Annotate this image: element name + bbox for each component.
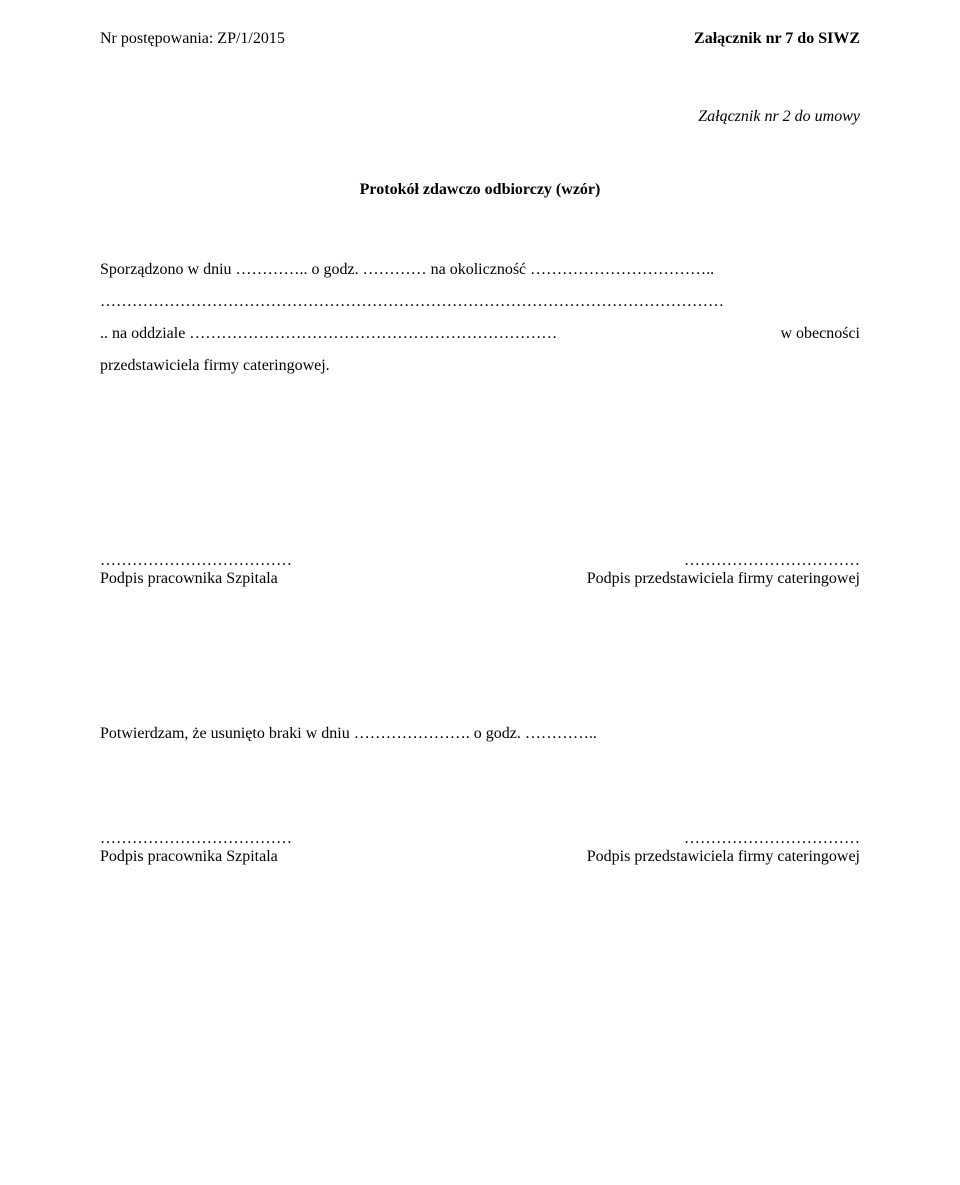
signature-dots-row-1: ……………………………… …………………………… bbox=[100, 552, 860, 570]
sig1-label-left: Podpis pracownika Szpitala bbox=[100, 570, 278, 588]
signature-label-row-2: Podpis pracownika Szpitala Podpis przeds… bbox=[100, 848, 860, 866]
confirm-line: Potwierdzam, że usunięto braki w dniu ……… bbox=[100, 718, 860, 750]
signature-dots-row-2: ……………………………… …………………………… bbox=[100, 830, 860, 848]
document-page: Nr postępowania: ZP/1/2015 Załącznik nr … bbox=[0, 0, 960, 906]
sig2-dots-right: …………………………… bbox=[684, 830, 860, 848]
attachment-2-label: Załącznik nr 2 do umowy bbox=[100, 108, 860, 126]
header-right: Załącznik nr 7 do SIWZ bbox=[694, 30, 860, 48]
sig2-label-left: Podpis pracownika Szpitala bbox=[100, 848, 278, 866]
body-line-3: .. na oddziale …………………………………………………………… w… bbox=[100, 318, 860, 350]
spacer bbox=[100, 750, 860, 830]
sig2-dots-left: ……………………………… bbox=[100, 830, 292, 848]
body-line-2-dots: ……………………………………………………………………………………………………… bbox=[100, 286, 860, 318]
sig1-dots-left: ……………………………… bbox=[100, 552, 292, 570]
spacer bbox=[100, 382, 860, 552]
header-left: Nr postępowania: ZP/1/2015 bbox=[100, 30, 285, 48]
body-line-3-left: .. na oddziale …………………………………………………………… bbox=[100, 318, 557, 350]
document-title: Protokół zdawczo odbiorczy (wzór) bbox=[100, 181, 860, 199]
spacer bbox=[100, 588, 860, 718]
body-line-3-right: w obecności bbox=[780, 318, 860, 350]
sig1-label-right: Podpis przedstawiciela firmy cateringowe… bbox=[587, 570, 860, 588]
body-line-4: przedstawiciela firmy cateringowej. bbox=[100, 350, 860, 382]
sig1-dots-right: …………………………… bbox=[684, 552, 860, 570]
body-line-1: Sporządzono w dniu ………….. o godz. ………… n… bbox=[100, 254, 860, 286]
signature-label-row-1: Podpis pracownika Szpitala Podpis przeds… bbox=[100, 570, 860, 588]
header-row: Nr postępowania: ZP/1/2015 Załącznik nr … bbox=[100, 30, 860, 48]
sig2-label-right: Podpis przedstawiciela firmy cateringowe… bbox=[587, 848, 860, 866]
